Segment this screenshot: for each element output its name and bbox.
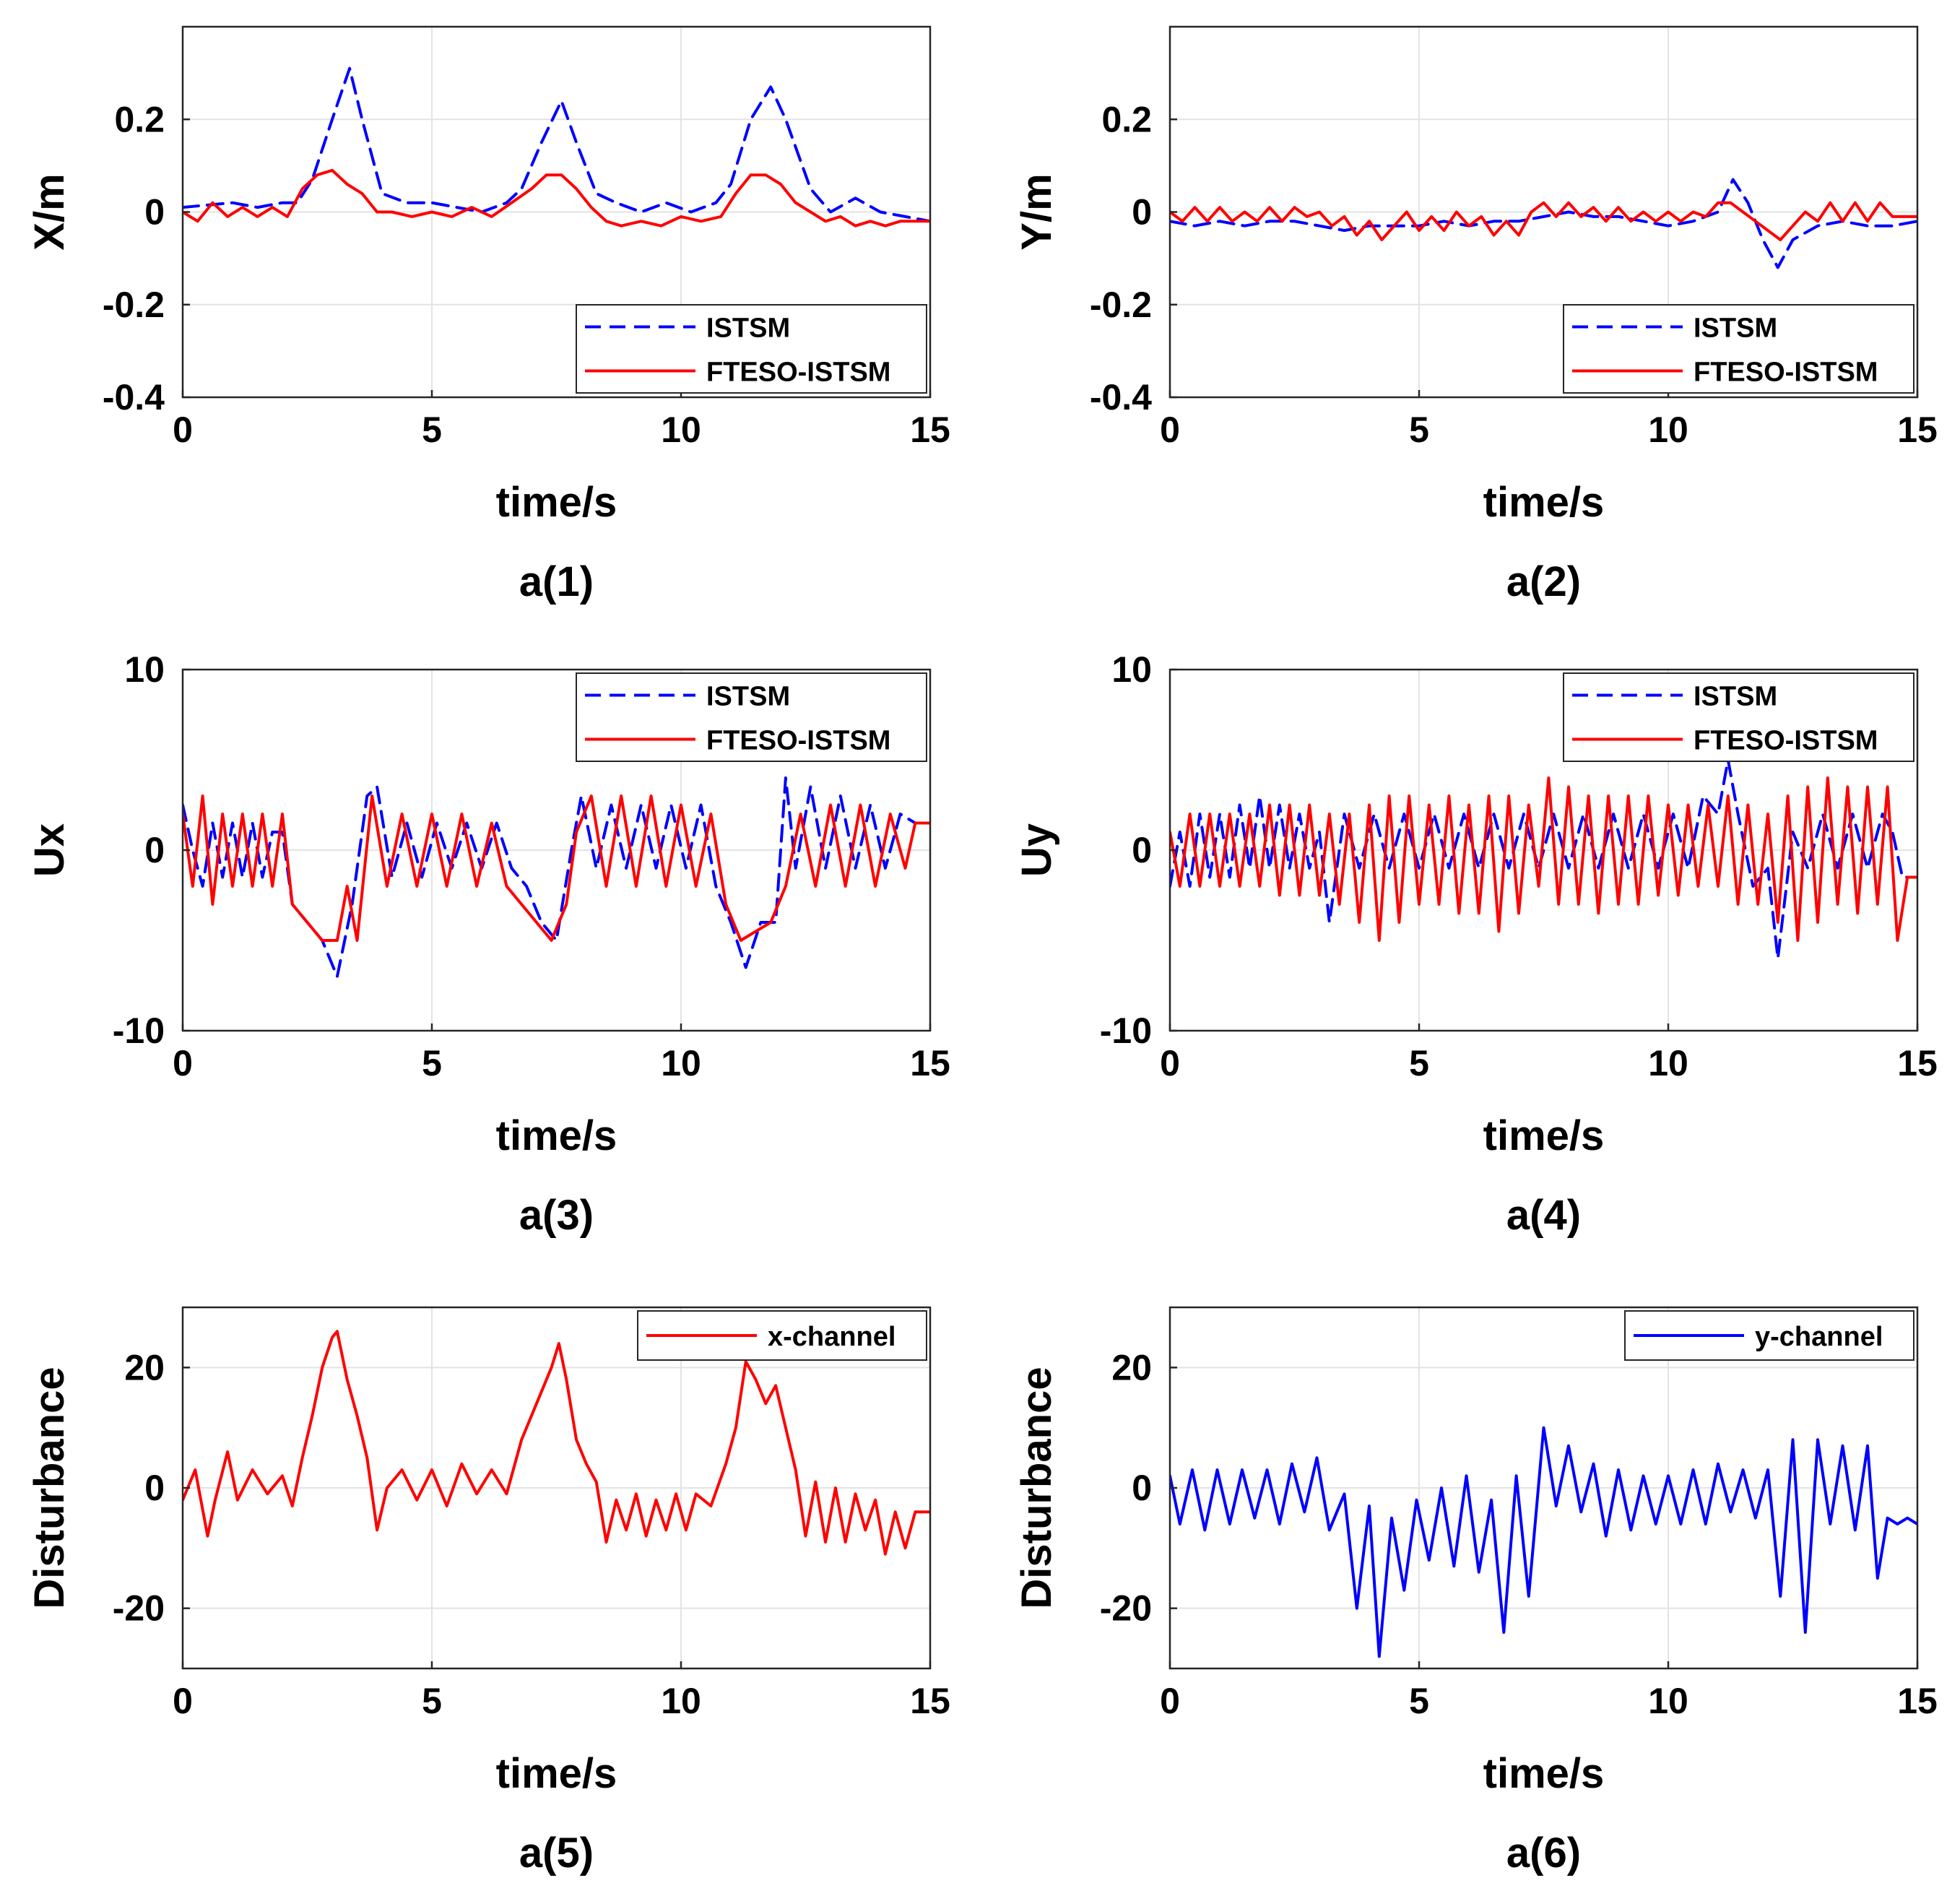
x-tick-label: 5 <box>1409 1681 1429 1721</box>
x-tick-label: 5 <box>422 1681 442 1721</box>
x-tick-label: 15 <box>910 1043 950 1083</box>
series-line-istsm <box>1170 758 1917 960</box>
series-line-fteso-istsm <box>1170 201 1917 241</box>
chart-a2: 0 5 10 15 -0.4 -0.2 0 0.2 time/s Y/m a(2) ISTSM FTES… <box>1013 25 1938 605</box>
y-tick-label: 10 <box>124 649 165 690</box>
y-tick-label: 20 <box>1111 1347 1152 1388</box>
series-line-fteso-istsm <box>183 795 930 942</box>
y-tick-label: 0.2 <box>114 99 165 139</box>
series-line-fteso-istsm <box>1170 776 1917 942</box>
x-tick-label: 10 <box>661 410 701 450</box>
legend-label: y-channel <box>1755 1322 1883 1352</box>
y-axis-label: Disturbance <box>26 1367 73 1609</box>
x-axis-label: time/s <box>496 1112 617 1159</box>
x-tick-label: 15 <box>1897 1043 1938 1083</box>
legend: ISTSM FTESO-ISTSM <box>576 304 927 394</box>
y-tick-label: 0 <box>1132 1468 1152 1508</box>
x-tick-label: 5 <box>1409 1043 1429 1083</box>
series-line-y-channel <box>1170 1426 1917 1658</box>
panel-caption: a(2) <box>1506 558 1581 605</box>
legend: ISTSM FTESO-ISTSM <box>576 672 927 762</box>
x-axis-label: time/s <box>496 479 617 526</box>
panel-caption: a(3) <box>519 1192 594 1239</box>
y-tick-label: 0 <box>144 1468 165 1508</box>
y-tick-label: -0.4 <box>1090 377 1152 417</box>
x-tick-label: 0 <box>173 410 193 450</box>
y-tick-label: -20 <box>113 1588 165 1629</box>
legend-box <box>1563 304 1915 394</box>
x-tick-label: 10 <box>1648 1681 1688 1721</box>
series-line-fteso-istsm <box>183 168 930 228</box>
legend-box <box>576 672 927 762</box>
y-axis-label: Uy <box>1013 823 1060 877</box>
y-tick-label: -20 <box>1100 1588 1152 1629</box>
legend-label: ISTSM <box>706 682 790 712</box>
x-tick-label: 5 <box>1409 410 1429 450</box>
x-tick-label: 0 <box>1160 1681 1180 1721</box>
x-tick-label: 10 <box>661 1681 701 1721</box>
legend-label: FTESO-ISTSM <box>706 726 890 756</box>
x-tick-label: 0 <box>1160 410 1180 450</box>
legend-label: ISTSM <box>1694 682 1777 712</box>
x-tick-label: 0 <box>1160 1043 1180 1083</box>
legend-label: x-channel <box>768 1322 896 1352</box>
x-tick-label: 15 <box>1897 1681 1938 1721</box>
legend-box <box>576 304 927 394</box>
y-tick-label: 20 <box>124 1347 165 1388</box>
y-tick-label: 10 <box>1111 649 1152 690</box>
legend: y-channel <box>1624 1310 1915 1361</box>
y-tick-label: -10 <box>1100 1010 1152 1051</box>
x-tick-label: 5 <box>422 1043 442 1083</box>
x-tick-label: 15 <box>1897 410 1938 450</box>
y-tick-label: -10 <box>113 1010 165 1051</box>
x-axis-label: time/s <box>1483 1750 1605 1797</box>
y-axis-label: Y/m <box>1013 173 1060 250</box>
legend: ISTSM FTESO-ISTSM <box>1563 304 1915 394</box>
legend: ISTSM FTESO-ISTSM <box>1563 672 1915 762</box>
x-tick-label: 15 <box>910 410 950 450</box>
x-axis-label: time/s <box>1483 479 1605 526</box>
x-tick-label: 0 <box>173 1043 193 1083</box>
chart-a6: 0 5 10 15 -20 0 20 time/s Disturbance a(6) y-chann… <box>1013 1306 1938 1876</box>
series-line-x-channel <box>183 1330 930 1556</box>
panel-caption: a(5) <box>519 1830 594 1876</box>
x-tick-label: 10 <box>661 1043 701 1083</box>
legend-label: ISTSM <box>1694 313 1777 344</box>
x-tick-label: 10 <box>1648 1043 1688 1083</box>
x-tick-label: 5 <box>422 410 442 450</box>
y-tick-label: -0.4 <box>103 377 165 417</box>
y-axis-label: Disturbance <box>1013 1367 1060 1609</box>
series-line-istsm <box>1170 178 1917 269</box>
panel-caption: a(6) <box>1506 1830 1581 1876</box>
legend-label: ISTSM <box>706 313 790 344</box>
chart-a1: 0 5 10 15 -0.4 -0.2 0 0.2 time/s X/m a(1) ISTSM FTES… <box>26 25 950 605</box>
x-tick-label: 10 <box>1648 410 1688 450</box>
x-tick-label: 0 <box>173 1681 193 1721</box>
y-tick-label: 0 <box>1132 192 1152 233</box>
y-tick-label: 0 <box>144 830 165 870</box>
legend-box <box>1563 672 1915 762</box>
y-tick-label: 0 <box>144 192 165 233</box>
legend: x-channel <box>637 1310 927 1361</box>
chart-a5: 0 5 10 15 -20 0 20 time/s Disturbance a(5) x-chann… <box>26 1306 950 1876</box>
legend-label: FTESO-ISTSM <box>706 358 890 388</box>
panel-caption: a(4) <box>1506 1192 1581 1239</box>
y-tick-label: -0.2 <box>1090 285 1152 325</box>
panel-caption: a(1) <box>519 558 594 605</box>
y-tick-label: 0 <box>1132 830 1152 870</box>
x-tick-label: 15 <box>910 1681 950 1721</box>
x-axis-label: time/s <box>1483 1112 1605 1159</box>
legend-label: FTESO-ISTSM <box>1694 358 1878 388</box>
x-axis-label: time/s <box>496 1750 617 1797</box>
y-axis-label: X/m <box>26 173 73 250</box>
y-tick-label: -0.2 <box>103 285 165 325</box>
y-tick-label: 0.2 <box>1101 99 1152 139</box>
legend-label: FTESO-ISTSM <box>1694 726 1878 756</box>
y-axis-label: Ux <box>26 823 73 877</box>
